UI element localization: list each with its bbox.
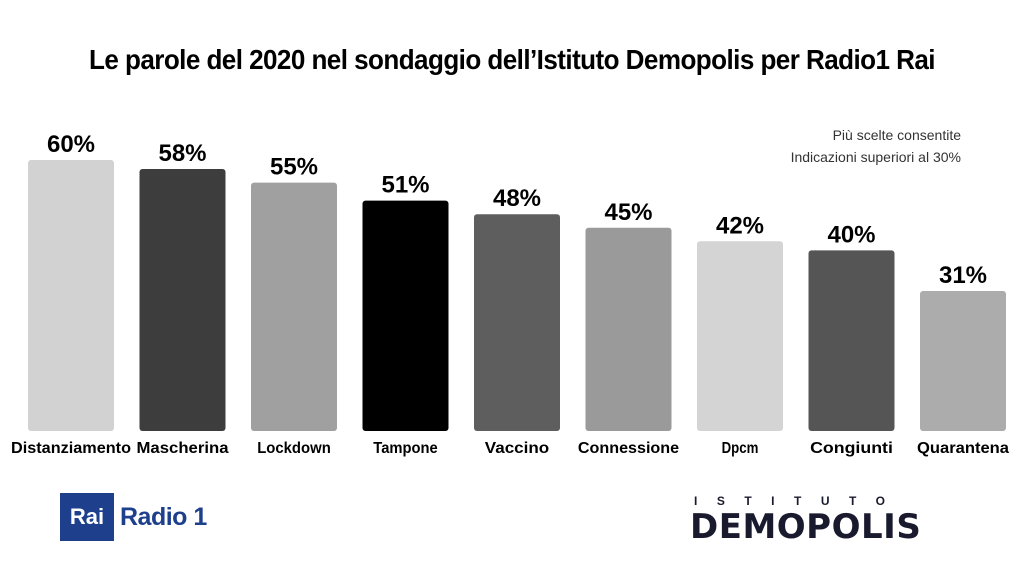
value-label: 60%: [47, 131, 95, 158]
rai-logo-box: Rai: [60, 493, 114, 541]
bar-vaccino: [474, 214, 560, 431]
bar-distanziamento: [28, 160, 114, 431]
value-label: 48%: [493, 185, 541, 212]
category-label: Congiunti: [810, 440, 893, 457]
value-label: 45%: [604, 199, 652, 226]
category-label: Distanziamento: [11, 440, 131, 457]
bar-lockdown: [251, 182, 337, 431]
bar-connessione: [585, 227, 672, 431]
category-label: Mascherina: [137, 440, 229, 457]
chart-note: Più scelte consentite Indicazioni superi…: [791, 124, 961, 168]
bar-congiunti: [808, 250, 895, 431]
value-label: 31%: [939, 262, 987, 289]
bar-quarantena: [920, 290, 1006, 431]
demopolis-logo: ISTITUTO DEMOPOLIS: [690, 494, 976, 544]
bar-tampone: [362, 200, 449, 431]
value-label: 42%: [716, 212, 764, 239]
category-label: Vaccino: [485, 440, 550, 457]
value-label: 55%: [270, 154, 318, 181]
bar-dpcm: [697, 241, 783, 431]
category-label: Quarantena: [917, 440, 1009, 457]
demopolis-logo-main: DEMOPOLIS: [690, 507, 922, 547]
bar-chart: 60% Distanziamento 58% Mascherina 55% Lockdow…: [11, 131, 1009, 457]
demopolis-logo-top: ISTITUTO: [694, 494, 905, 508]
rai-radio1-logo: Rai Radio 1: [60, 493, 207, 541]
note-line-2: Indicazioni superiori al 30%: [790, 149, 961, 165]
value-label: 40%: [827, 221, 875, 248]
note-line-1: Più scelte consentite: [832, 127, 961, 143]
category-label: Tampone: [373, 440, 437, 457]
category-label: Connessione: [578, 440, 679, 457]
radio1-logo-text: Radio 1: [120, 502, 207, 531]
value-label: 51%: [381, 172, 429, 199]
category-label: Dpcm: [722, 440, 759, 457]
value-label: 58%: [158, 140, 206, 167]
chart-title: Le parole del 2020 nel sondaggio dell’Is…: [89, 44, 935, 75]
category-label: Lockdown: [257, 440, 331, 457]
bar-mascherina: [139, 169, 226, 432]
